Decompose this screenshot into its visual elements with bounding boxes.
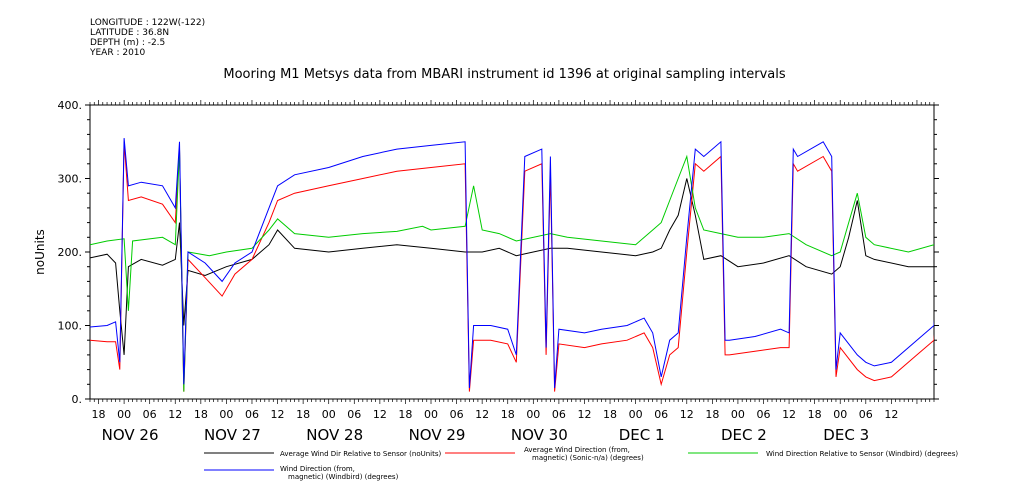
hour-tick-label: 06 — [756, 408, 770, 421]
day-label: DEC 2 — [721, 426, 767, 444]
legend-label: Wind Direction Relative to Sensor (Windb… — [766, 450, 958, 458]
hour-tick-label: 06 — [245, 408, 259, 421]
hour-tick-label: 12 — [271, 408, 285, 421]
hour-tick-label: 18 — [808, 408, 822, 421]
metadata-block: LONGITUDE : 122W(-122) LATITUDE : 36.8N … — [90, 18, 205, 58]
hour-tick-label: 12 — [577, 408, 591, 421]
hour-tick-label: 00 — [424, 408, 438, 421]
hour-tick-label: 06 — [347, 408, 361, 421]
series-line-avg-wind-dir-relative — [90, 178, 934, 355]
depth-label: DEPTH (m) : -2.5 — [90, 38, 166, 48]
hour-tick-label: 00 — [731, 408, 745, 421]
hour-tick-label: 06 — [552, 408, 566, 421]
series-line-wind-direction-windbird — [90, 138, 934, 389]
hour-tick-label: 12 — [475, 408, 489, 421]
hour-tick-label: 12 — [782, 408, 796, 421]
series-line-wind-direction-relative-windbird — [90, 149, 934, 392]
hour-tick-label: 12 — [680, 408, 694, 421]
y-tick-label: 100. — [58, 320, 83, 333]
hour-tick-label: 18 — [398, 408, 412, 421]
legend-label: magnetic) (Windbird) (degrees) — [288, 473, 399, 481]
day-label: NOV 30 — [511, 426, 568, 444]
day-label: DEC 3 — [823, 426, 869, 444]
hour-tick-label: 06 — [859, 408, 873, 421]
year-label: YEAR : 2010 — [90, 48, 146, 58]
hour-tick-label: 18 — [603, 408, 617, 421]
hour-tick-label: 06 — [143, 408, 157, 421]
day-label: NOV 27 — [204, 426, 261, 444]
chart-title: Mooring M1 Metsys data from MBARI instru… — [223, 67, 786, 82]
y-axis-label: noUnits — [33, 229, 47, 275]
legend-label: Average Wind Direction (from, — [524, 446, 630, 454]
day-label: NOV 26 — [102, 426, 159, 444]
hour-tick-label: 00 — [322, 408, 336, 421]
hour-tick-label: 18 — [92, 408, 106, 421]
plot-frame — [89, 104, 935, 400]
day-label: NOV 28 — [306, 426, 363, 444]
hour-tick-label: 18 — [194, 408, 208, 421]
hour-tick-label: 00 — [219, 408, 233, 421]
legend-label: magnetic) (Sonic-n/a) (degrees) — [532, 454, 644, 462]
y-tick-label: 200. — [58, 246, 83, 259]
hour-tick-label: 12 — [168, 408, 182, 421]
series-line-avg-wind-direction-sonic — [90, 141, 934, 392]
hour-tick-label: 18 — [705, 408, 719, 421]
legend-label: Wind Direction (from, — [280, 465, 355, 473]
hour-tick-label: 12 — [373, 408, 387, 421]
y-tick-label: 400. — [58, 99, 83, 112]
y-tick-label: 300. — [58, 173, 83, 186]
hour-tick-label: 00 — [629, 408, 643, 421]
hour-tick-label: 00 — [117, 408, 131, 421]
hour-tick-label: 06 — [654, 408, 668, 421]
day-label: NOV 29 — [409, 426, 466, 444]
longitude-label: LONGITUDE : 122W(-122) — [90, 18, 206, 28]
y-tick-label: 0. — [72, 393, 83, 406]
day-label: DEC 1 — [619, 426, 665, 444]
hour-tick-label: 00 — [526, 408, 540, 421]
hour-tick-label: 12 — [884, 408, 898, 421]
hour-tick-label: 18 — [501, 408, 515, 421]
legend-label: Average Wind Dir Relative to Sensor (noU… — [280, 450, 441, 458]
hour-tick-label: 00 — [833, 408, 847, 421]
hour-tick-label: 06 — [450, 408, 464, 421]
hour-tick-label: 18 — [296, 408, 310, 421]
latitude-label: LATITUDE : 36.8N — [90, 28, 170, 38]
